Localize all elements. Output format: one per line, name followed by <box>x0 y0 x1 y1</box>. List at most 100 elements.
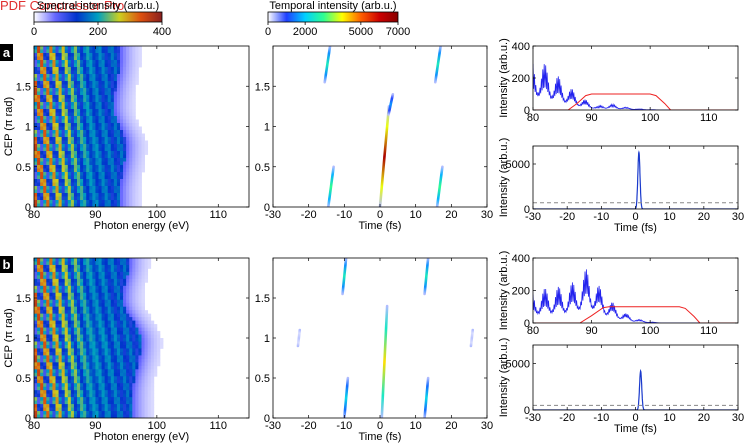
heatmap-cell <box>52 88 56 92</box>
heatmap-cell <box>55 147 59 152</box>
heatmap-cell <box>80 151 84 155</box>
heatmap-cell <box>126 407 130 412</box>
heatmap-cell <box>80 88 84 92</box>
heatmap-cell <box>64 196 69 201</box>
heatmap-cell <box>55 355 59 360</box>
heatmap-cell <box>101 203 106 207</box>
heatmap-cell <box>52 296 56 301</box>
heatmap-cell <box>92 313 96 318</box>
heatmap-cell <box>120 390 124 395</box>
heatmap-cell <box>52 282 56 287</box>
heatmap-cell <box>77 390 81 395</box>
heatmap-cell <box>110 112 115 117</box>
heatmap-cell <box>144 348 149 353</box>
heatmap-cell <box>104 137 109 141</box>
heatmap-cell <box>73 147 78 152</box>
heatmap-cell <box>34 182 38 187</box>
intensity-streak <box>378 105 391 207</box>
heatmap-cell <box>116 397 121 402</box>
heatmap-cell <box>92 292 96 297</box>
heatmap-cell <box>120 358 124 363</box>
heatmap-cell <box>92 289 96 294</box>
heatmap-cell <box>37 46 41 50</box>
heatmap-cell <box>107 306 112 311</box>
heatmap-cell <box>104 383 109 388</box>
heatmap-cell <box>153 344 158 349</box>
heatmap-cell <box>83 147 87 152</box>
heatmap-cell <box>129 91 133 96</box>
heatmap-cell <box>73 123 78 127</box>
heatmap-cell <box>77 158 81 162</box>
heatmap-cell <box>101 158 106 162</box>
heatmap-cell <box>43 200 47 204</box>
heatmap-cell <box>58 407 63 412</box>
heatmap-cell <box>123 365 127 370</box>
heatmap-cell <box>116 404 121 408</box>
heatmap-cell <box>126 189 130 194</box>
heatmap-cell <box>61 53 66 57</box>
heatmap-cell <box>138 320 142 325</box>
heatmap-cell <box>43 186 47 190</box>
heatmap-cell <box>83 189 87 194</box>
heatmap-cell <box>104 268 109 273</box>
heatmap-cell <box>67 49 72 54</box>
heatmap-cell <box>83 258 87 262</box>
heatmap-cell <box>138 151 142 155</box>
heatmap-cell <box>61 296 66 301</box>
heatmap-cell <box>61 88 66 92</box>
heatmap-cell <box>83 77 87 82</box>
heatmap-cell <box>110 351 115 356</box>
heatmap-cell <box>52 292 56 297</box>
heatmap-cell <box>52 98 56 103</box>
heatmap-cell <box>67 313 72 318</box>
heatmap-cell <box>135 331 139 335</box>
heatmap-cell <box>126 404 130 408</box>
heatmap-cell <box>138 154 142 159</box>
heatmap-cell <box>110 182 115 187</box>
heatmap-cell <box>120 175 124 180</box>
heatmap-cell <box>73 193 78 197</box>
heatmap-cell <box>92 158 96 162</box>
heatmap-cell <box>126 414 130 418</box>
plot-area <box>323 46 444 207</box>
axes-frame <box>532 45 739 111</box>
heatmap-cell <box>86 404 90 408</box>
heatmap-cell <box>135 397 139 402</box>
heatmap-cell <box>95 271 99 276</box>
heatmap-cell <box>101 383 106 388</box>
heatmap-cell <box>83 351 87 356</box>
heatmap-cell <box>135 151 139 155</box>
heatmap-cell <box>70 275 75 280</box>
heatmap-cell <box>43 46 47 50</box>
heatmap-cell <box>58 275 63 280</box>
heatmap-cell <box>101 278 106 283</box>
heatmap-cell <box>107 49 112 54</box>
heatmap-cell <box>132 179 136 183</box>
y-tick-label: 1.5 <box>16 81 31 93</box>
heatmap-cell <box>95 275 99 280</box>
heatmap-cell <box>43 102 47 106</box>
heatmap-cell <box>123 49 127 54</box>
heatmap-cell <box>89 133 93 138</box>
heatmap-cell <box>141 313 145 318</box>
heatmap-cell <box>43 362 47 367</box>
heatmap-cell <box>95 289 99 294</box>
heatmap-cell <box>86 116 90 120</box>
heatmap-cell <box>107 186 112 190</box>
heatmap-cell <box>67 67 72 71</box>
heatmap-cell <box>89 271 93 276</box>
x-tick-label: 0 <box>632 211 638 223</box>
heatmap-cell <box>40 140 44 145</box>
heatmap-cell <box>49 151 53 155</box>
heatmap-cell <box>37 351 41 356</box>
heatmap-cell <box>120 123 124 127</box>
intensity-streak <box>469 328 475 348</box>
heatmap-cell <box>95 193 99 197</box>
heatmap-cell <box>98 161 102 166</box>
heatmap-cell <box>70 289 75 294</box>
heatmap-cell <box>34 407 38 412</box>
heatmap-cell <box>126 49 130 54</box>
intensity-streak <box>423 376 430 418</box>
heatmap-cell <box>86 67 90 71</box>
heatmap-cell <box>116 112 121 117</box>
